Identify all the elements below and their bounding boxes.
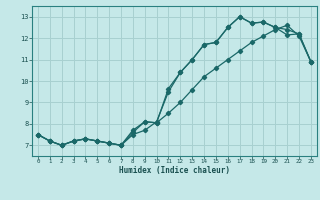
X-axis label: Humidex (Indice chaleur): Humidex (Indice chaleur) bbox=[119, 166, 230, 175]
